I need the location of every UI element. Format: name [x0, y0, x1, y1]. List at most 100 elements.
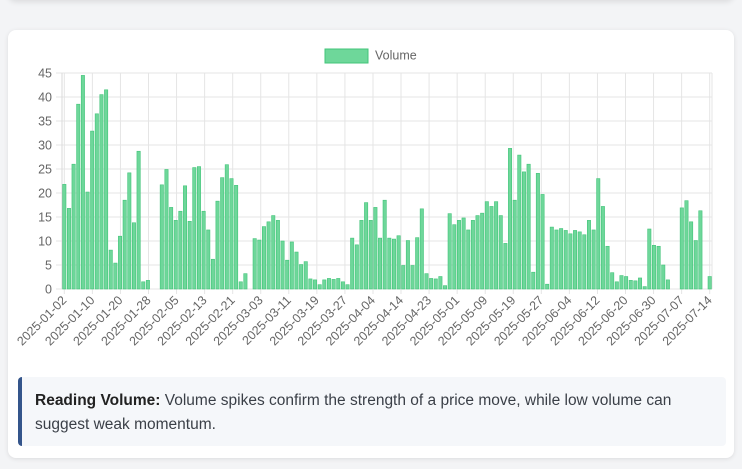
- volume-bar[interactable]: [419, 208, 424, 290]
- volume-bar[interactable]: [224, 164, 229, 290]
- volume-bar[interactable]: [605, 245, 610, 290]
- volume-bar[interactable]: [359, 220, 364, 290]
- volume-bar[interactable]: [573, 230, 578, 290]
- volume-bar[interactable]: [289, 241, 294, 290]
- volume-bar[interactable]: [275, 220, 280, 290]
- volume-bar[interactable]: [447, 213, 452, 290]
- volume-bar[interactable]: [99, 94, 104, 290]
- volume-bar[interactable]: [354, 244, 359, 290]
- volume-bar[interactable]: [517, 154, 522, 290]
- volume-bar[interactable]: [628, 280, 633, 290]
- legend[interactable]: Volume: [324, 48, 417, 64]
- volume-bar[interactable]: [689, 221, 694, 290]
- volume-bar[interactable]: [317, 284, 322, 290]
- volume-bar[interactable]: [582, 234, 587, 290]
- volume-bar[interactable]: [141, 281, 146, 290]
- volume-bar[interactable]: [698, 210, 703, 290]
- volume-bar[interactable]: [373, 207, 378, 290]
- volume-bar[interactable]: [313, 279, 318, 290]
- volume-bar[interactable]: [382, 199, 387, 290]
- volume-bar[interactable]: [452, 224, 457, 290]
- volume-bar[interactable]: [90, 130, 95, 290]
- volume-bar[interactable]: [127, 172, 132, 290]
- volume-bar[interactable]: [614, 281, 619, 290]
- volume-bar[interactable]: [661, 264, 666, 290]
- volume-bar[interactable]: [229, 178, 234, 290]
- volume-bar[interactable]: [665, 279, 670, 290]
- volume-bar[interactable]: [243, 273, 248, 290]
- volume-bar[interactable]: [173, 220, 178, 290]
- volume-bar[interactable]: [299, 264, 304, 290]
- volume-bar[interactable]: [76, 103, 81, 290]
- volume-bar[interactable]: [85, 191, 90, 290]
- volume-bar[interactable]: [484, 201, 489, 290]
- volume-bar[interactable]: [164, 169, 169, 290]
- volume-bar[interactable]: [545, 283, 550, 290]
- volume-bar[interactable]: [322, 279, 327, 290]
- volume-bar[interactable]: [368, 220, 373, 290]
- volume-bar[interactable]: [378, 237, 383, 290]
- volume-bar[interactable]: [410, 265, 415, 290]
- volume-bar[interactable]: [113, 262, 118, 290]
- volume-bar[interactable]: [391, 238, 396, 290]
- volume-bar[interactable]: [387, 237, 392, 290]
- volume-bar[interactable]: [554, 229, 559, 290]
- volume-bar[interactable]: [461, 217, 466, 290]
- volume-bar[interactable]: [169, 207, 174, 290]
- volume-bar[interactable]: [136, 150, 141, 290]
- volume-bar[interactable]: [159, 184, 164, 290]
- volume-bar[interactable]: [187, 221, 192, 290]
- volume-bar[interactable]: [192, 167, 197, 290]
- volume-bar[interactable]: [118, 235, 123, 290]
- volume-bar[interactable]: [633, 280, 638, 290]
- volume-bar[interactable]: [540, 194, 545, 290]
- volume-bar[interactable]: [535, 173, 540, 290]
- volume-bar[interactable]: [401, 265, 406, 290]
- volume-bar[interactable]: [494, 201, 499, 290]
- volume-bar[interactable]: [647, 228, 652, 290]
- volume-bar[interactable]: [610, 272, 615, 290]
- volume-bar[interactable]: [104, 89, 109, 290]
- volume-bar[interactable]: [415, 237, 420, 290]
- volume-bar[interactable]: [591, 229, 596, 290]
- volume-bar[interactable]: [210, 258, 215, 290]
- volume-bar[interactable]: [424, 273, 429, 290]
- volume-bar[interactable]: [475, 215, 480, 290]
- volume-bar[interactable]: [71, 163, 76, 290]
- volume-bar[interactable]: [261, 226, 266, 290]
- volume-bar[interactable]: [303, 261, 308, 290]
- volume-bar[interactable]: [586, 220, 591, 290]
- volume-bar[interactable]: [396, 235, 401, 290]
- volume-bar[interactable]: [489, 206, 494, 290]
- volume-bar[interactable]: [294, 251, 299, 290]
- volume-bar[interactable]: [707, 276, 712, 290]
- volume-bar[interactable]: [350, 237, 355, 290]
- volume-bar[interactable]: [122, 199, 127, 290]
- volume-bar[interactable]: [559, 228, 564, 290]
- volume-bar[interactable]: [66, 208, 71, 290]
- volume-bar[interactable]: [131, 222, 136, 290]
- volume-bar[interactable]: [563, 230, 568, 290]
- volume-bar[interactable]: [503, 243, 508, 290]
- volume-bar[interactable]: [364, 202, 369, 290]
- volume-bar[interactable]: [183, 185, 188, 290]
- volume-bar[interactable]: [336, 278, 341, 290]
- volume-bar[interactable]: [238, 281, 243, 290]
- volume-bar[interactable]: [326, 278, 331, 290]
- volume-bar[interactable]: [206, 229, 211, 290]
- volume-bar[interactable]: [568, 233, 573, 290]
- volume-bar[interactable]: [443, 285, 448, 290]
- volume-bar[interactable]: [145, 280, 150, 290]
- volume-bar[interactable]: [549, 226, 554, 290]
- volume-bar[interactable]: [531, 271, 536, 290]
- volume-bar[interactable]: [252, 238, 257, 290]
- volume-bar[interactable]: [521, 171, 526, 290]
- volume-bar[interactable]: [470, 220, 475, 290]
- volume-bar[interactable]: [345, 284, 350, 290]
- volume-bar[interactable]: [600, 206, 605, 290]
- volume-bar[interactable]: [526, 163, 531, 290]
- volume-bar[interactable]: [201, 210, 206, 290]
- volume-bar[interactable]: [340, 281, 345, 290]
- volume-bar[interactable]: [656, 245, 661, 290]
- volume-bar[interactable]: [108, 249, 113, 290]
